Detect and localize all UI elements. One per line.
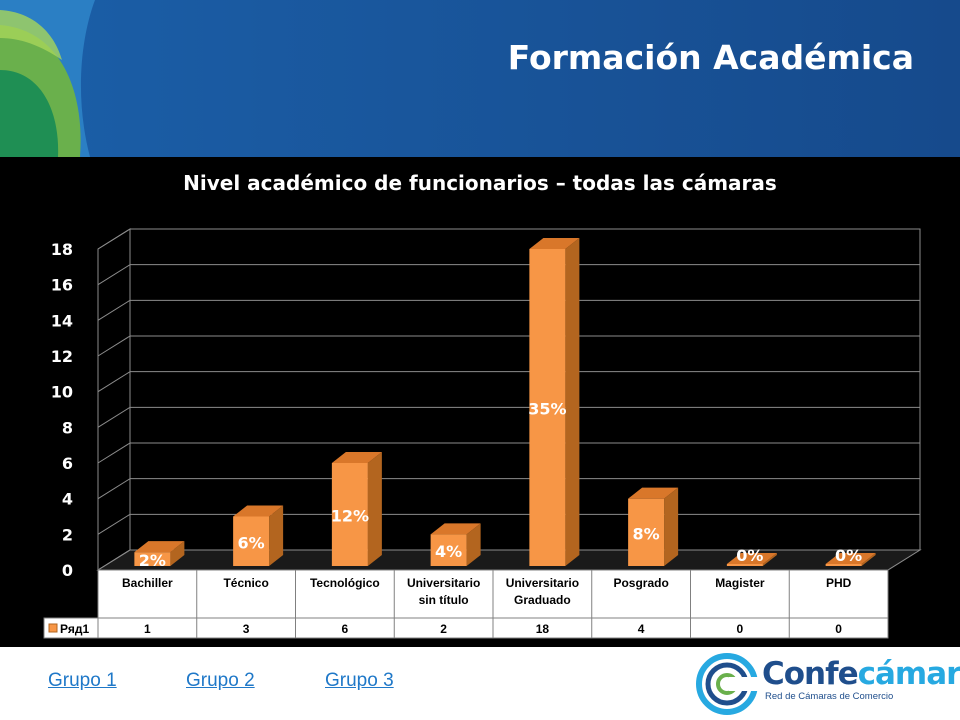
legend-series-name: Ряд1: [60, 622, 89, 636]
header-banner: Formación Académica: [0, 0, 960, 157]
data-label: 0%: [835, 546, 862, 565]
logo-word-part1: Confe: [762, 656, 859, 692]
x-category-label: sin título: [419, 593, 469, 607]
gridline-side: [97, 549, 131, 571]
chart-area: Nivel académico de funcionarios – todas …: [0, 157, 960, 647]
bar-top-face: [628, 487, 679, 499]
bar-side-face: [565, 238, 580, 566]
page-title: Formación Académica: [507, 38, 914, 77]
chart-floor: [96, 549, 922, 571]
link-grupo-2[interactable]: Grupo 2: [186, 670, 255, 691]
x-category-label: PHD: [826, 576, 852, 590]
bar-top-face: [726, 553, 777, 564]
gridline-side: [97, 406, 131, 428]
gridline-side: [97, 335, 131, 357]
data-label: 4%: [435, 542, 462, 561]
bar: [331, 463, 368, 566]
data-table-value: 3: [243, 622, 250, 636]
x-category-label: Universitario: [506, 576, 579, 590]
header-background: [0, 0, 960, 157]
data-label: 2%: [139, 551, 166, 570]
data-table-value: 18: [536, 622, 550, 636]
x-category-label: Graduado: [514, 593, 571, 607]
data-label: 12%: [331, 507, 369, 526]
link-grupo-3[interactable]: Grupo 3: [325, 670, 394, 691]
data-label: 8%: [633, 524, 660, 543]
bar-side-face: [762, 553, 777, 566]
y-tick-label: 6: [62, 454, 73, 473]
logo-mark-icon: [696, 653, 761, 715]
gridline-side: [97, 264, 131, 286]
bar-side-face: [861, 553, 876, 566]
y-tick-label: 16: [51, 276, 73, 295]
bar-top-face: [331, 452, 382, 463]
data-label: 6%: [238, 533, 265, 552]
bar-side-face: [466, 523, 481, 566]
bar: [233, 516, 270, 566]
logo-word-part2: cámaras: [857, 656, 960, 692]
chart-back-wall: [129, 228, 921, 551]
data-table-value: 2: [440, 622, 447, 636]
bar-top-face: [233, 505, 284, 517]
bar-top-face: [134, 541, 185, 553]
x-category-label: Posgrado: [613, 576, 668, 590]
data-label: 35%: [528, 400, 566, 419]
x-category-label: Técnico: [223, 576, 268, 590]
gridline-side: [97, 228, 131, 250]
bar: [825, 564, 862, 566]
gridline-side: [97, 371, 131, 393]
bar-top-face: [529, 238, 580, 249]
gridline-side: [97, 442, 131, 464]
chart-side-wall: [97, 228, 131, 571]
y-tick-label: 0: [62, 561, 73, 580]
data-table-values-row: [43, 617, 889, 639]
x-category-label: Tecnológico: [310, 576, 380, 590]
bar: [726, 564, 763, 566]
bar-side-face: [269, 505, 284, 566]
gridline-side: [97, 478, 131, 500]
x-category-label: Bachiller: [122, 576, 173, 590]
y-tick-label: 18: [51, 240, 73, 259]
bar: [529, 249, 566, 566]
data-table-value: 0: [737, 622, 744, 636]
y-tick-label: 2: [62, 525, 73, 544]
bar: [628, 498, 665, 566]
bar: [430, 534, 467, 566]
data-table-value: 1: [144, 622, 151, 636]
y-tick-label: 4: [62, 490, 73, 509]
data-table-value: 0: [835, 622, 842, 636]
bar-side-face: [664, 487, 679, 566]
y-tick-label: 10: [51, 383, 73, 402]
y-tick-label: 12: [51, 347, 73, 366]
y-tick-label: 8: [62, 418, 73, 437]
footer: [0, 647, 960, 720]
bar-side-face: [170, 541, 185, 566]
x-category-label: Universitario: [407, 576, 480, 590]
data-table-value: 4: [638, 622, 645, 636]
bar-top-face: [430, 523, 481, 535]
bar-side-face: [367, 452, 382, 566]
chart-title: Nivel académico de funcionarios – todas …: [183, 171, 777, 195]
bar: [134, 552, 171, 566]
logo-tagline: Red de Cámaras de Comercio: [765, 691, 894, 702]
logo-wordmark: Confecámaras: [762, 656, 960, 692]
y-tick-label: 14: [51, 311, 73, 330]
gridline-side: [97, 513, 131, 535]
bar-top-face: [825, 553, 876, 564]
link-grupo-1[interactable]: Grupo 1: [48, 670, 117, 691]
x-category-label: Magister: [715, 576, 765, 590]
data-table-value: 6: [342, 622, 349, 636]
legend-key: [48, 623, 58, 633]
gridline-side: [97, 299, 131, 321]
data-label: 0%: [736, 546, 763, 565]
